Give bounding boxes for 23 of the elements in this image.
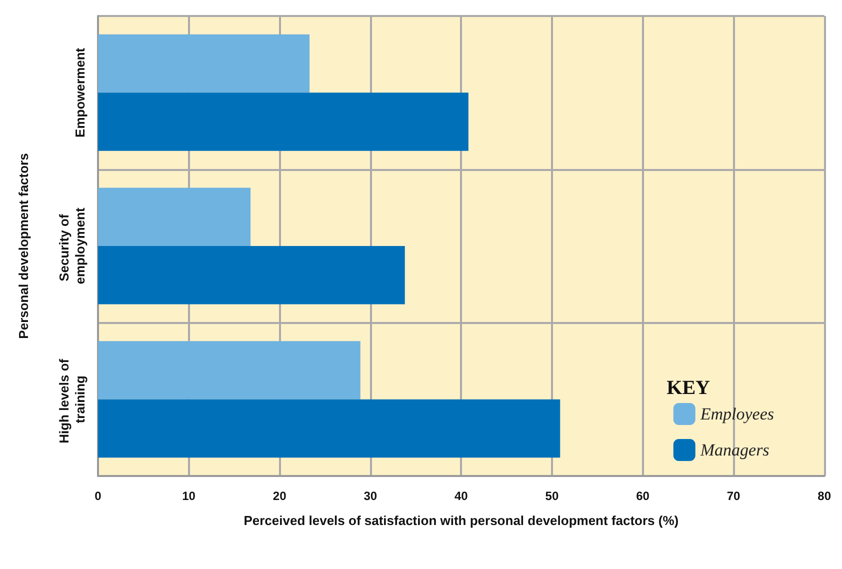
x-tick-label: 10 [182, 489, 196, 503]
x-tick-label: 30 [364, 489, 378, 503]
y-axis-title: Personal development factors [16, 153, 31, 339]
y-tick-label: Empowerment [72, 47, 88, 138]
x-tick-label: 50 [545, 489, 559, 503]
x-axis-title: Perceived levels of satisfaction with personal development factors (%) [244, 513, 679, 528]
x-tick-label: 20 [272, 489, 287, 503]
x-tick-label: 70 [726, 489, 741, 503]
bar [98, 34, 310, 93]
bar [98, 399, 560, 458]
x-tick-label: 0 [94, 489, 102, 503]
bar [98, 188, 251, 246]
legend-title: KEY [666, 377, 711, 399]
bar [98, 341, 360, 400]
y-tick-label: Security of employment [56, 207, 88, 284]
x-tick-label: 40 [454, 489, 468, 503]
legend-label: Managers [699, 440, 770, 460]
legend-label: Employees [699, 404, 774, 424]
y-tick-label: High levels of training [56, 355, 88, 444]
x-tick-label: 60 [636, 489, 650, 503]
x-tick-label: 80 [818, 489, 832, 503]
bar [98, 246, 405, 304]
bar [98, 92, 468, 151]
